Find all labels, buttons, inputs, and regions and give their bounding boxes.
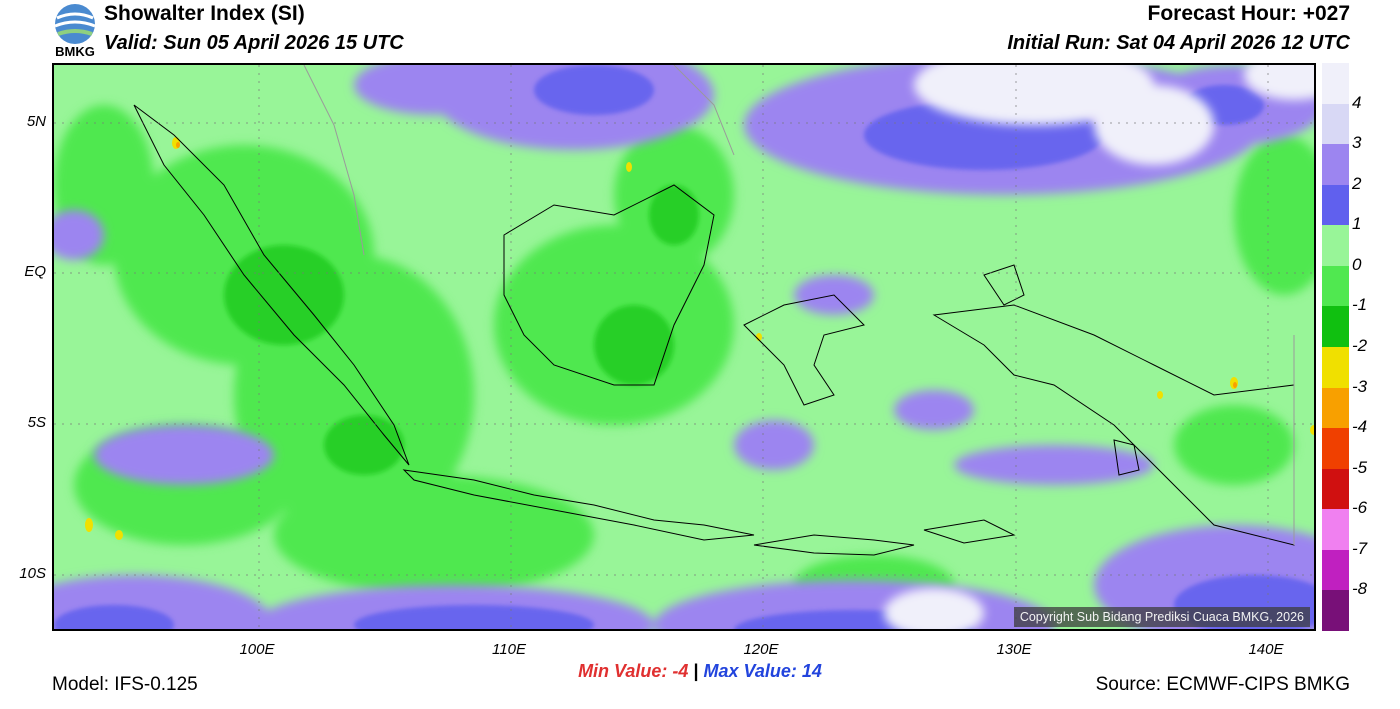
colorbar-segment	[1322, 265, 1349, 307]
data-source: Source: ECMWF-CIPS BMKG	[1095, 674, 1350, 695]
svg-text:BMKG: BMKG	[55, 44, 95, 58]
valid-time: Valid: Sun 05 April 2026 15 UTC	[104, 32, 404, 54]
initial-run: Initial Run: Sat 04 April 2026 12 UTC	[1007, 32, 1350, 54]
min-max-separator: |	[693, 661, 699, 681]
y-tick-10s: 10S	[19, 565, 46, 582]
model-name: Model: IFS-0.125	[52, 674, 198, 695]
si-field-dark-green	[224, 185, 699, 475]
colorbar-label: 2	[1352, 173, 1362, 193]
min-max-values: Min Value: -4 | Max Value: 14	[0, 661, 1400, 682]
bmkg-logo: BMKG	[50, 2, 100, 59]
colorbar-segment	[1322, 509, 1349, 551]
y-tick-eq: EQ	[24, 263, 46, 280]
x-tick-140e: 140E	[1248, 641, 1284, 658]
colorbar-label: -1	[1352, 295, 1368, 315]
chart-title: Showalter Index (SI)	[104, 2, 305, 25]
colorbar-segment	[1322, 387, 1349, 429]
colorbar-segment	[1322, 103, 1349, 145]
colorbar-segment	[1322, 225, 1349, 267]
map-panel: Copyright Sub Bidang Prediksi Cuaca BMKG…	[52, 63, 1316, 631]
colorbar-segment	[1322, 428, 1349, 470]
si-field-white	[884, 65, 1314, 629]
colorbar-segment	[1322, 63, 1349, 105]
y-tick-5n: 5N	[26, 113, 46, 130]
colorbar-segment	[1322, 306, 1349, 348]
si-field-green-patches	[54, 105, 1314, 615]
colorbar-label: -2	[1352, 336, 1368, 355]
min-value: -4	[672, 661, 689, 681]
colorbar-label: -5	[1352, 457, 1368, 477]
colorbar-label: -4	[1352, 417, 1368, 437]
colorbar-label: -8	[1352, 579, 1368, 599]
x-tick-120e: 120E	[743, 641, 779, 658]
map-canvas	[54, 65, 1314, 629]
copyright-notice: Copyright Sub Bidang Prediksi Cuaca BMKG…	[1013, 607, 1310, 627]
borders	[303, 65, 1295, 545]
min-value-label: Min Value:	[578, 661, 668, 681]
colorbar-segment	[1322, 144, 1349, 186]
x-tick-110e: 110E	[492, 641, 526, 658]
y-tick-5s: 5S	[27, 414, 46, 431]
max-value: 14	[801, 661, 822, 681]
coastlines	[133, 104, 1295, 556]
colorbar-segment	[1322, 549, 1349, 591]
colorbar-label: -7	[1352, 538, 1368, 558]
colorbar-label: -3	[1352, 376, 1368, 396]
colorbar	[1322, 63, 1349, 632]
max-value-label: Max Value:	[703, 661, 797, 681]
colorbar-label: 1	[1352, 214, 1362, 234]
colorbar-label: 3	[1352, 133, 1362, 153]
x-tick-130e: 130E	[996, 641, 1032, 658]
colorbar-segment	[1322, 590, 1349, 632]
grid-lines	[54, 65, 1314, 629]
forecast-hour: Forecast Hour: +027	[1147, 2, 1351, 25]
si-field-orange-spots	[176, 142, 1237, 388]
x-tick-100e: 100E	[239, 641, 275, 658]
colorbar-segment	[1322, 347, 1349, 389]
colorbar-label: 4	[1352, 92, 1362, 112]
colorbar-segment	[1322, 184, 1349, 226]
colorbar-label: -6	[1352, 498, 1368, 518]
colorbar-segment	[1322, 468, 1349, 510]
colorbar-label: 0	[1352, 254, 1362, 274]
